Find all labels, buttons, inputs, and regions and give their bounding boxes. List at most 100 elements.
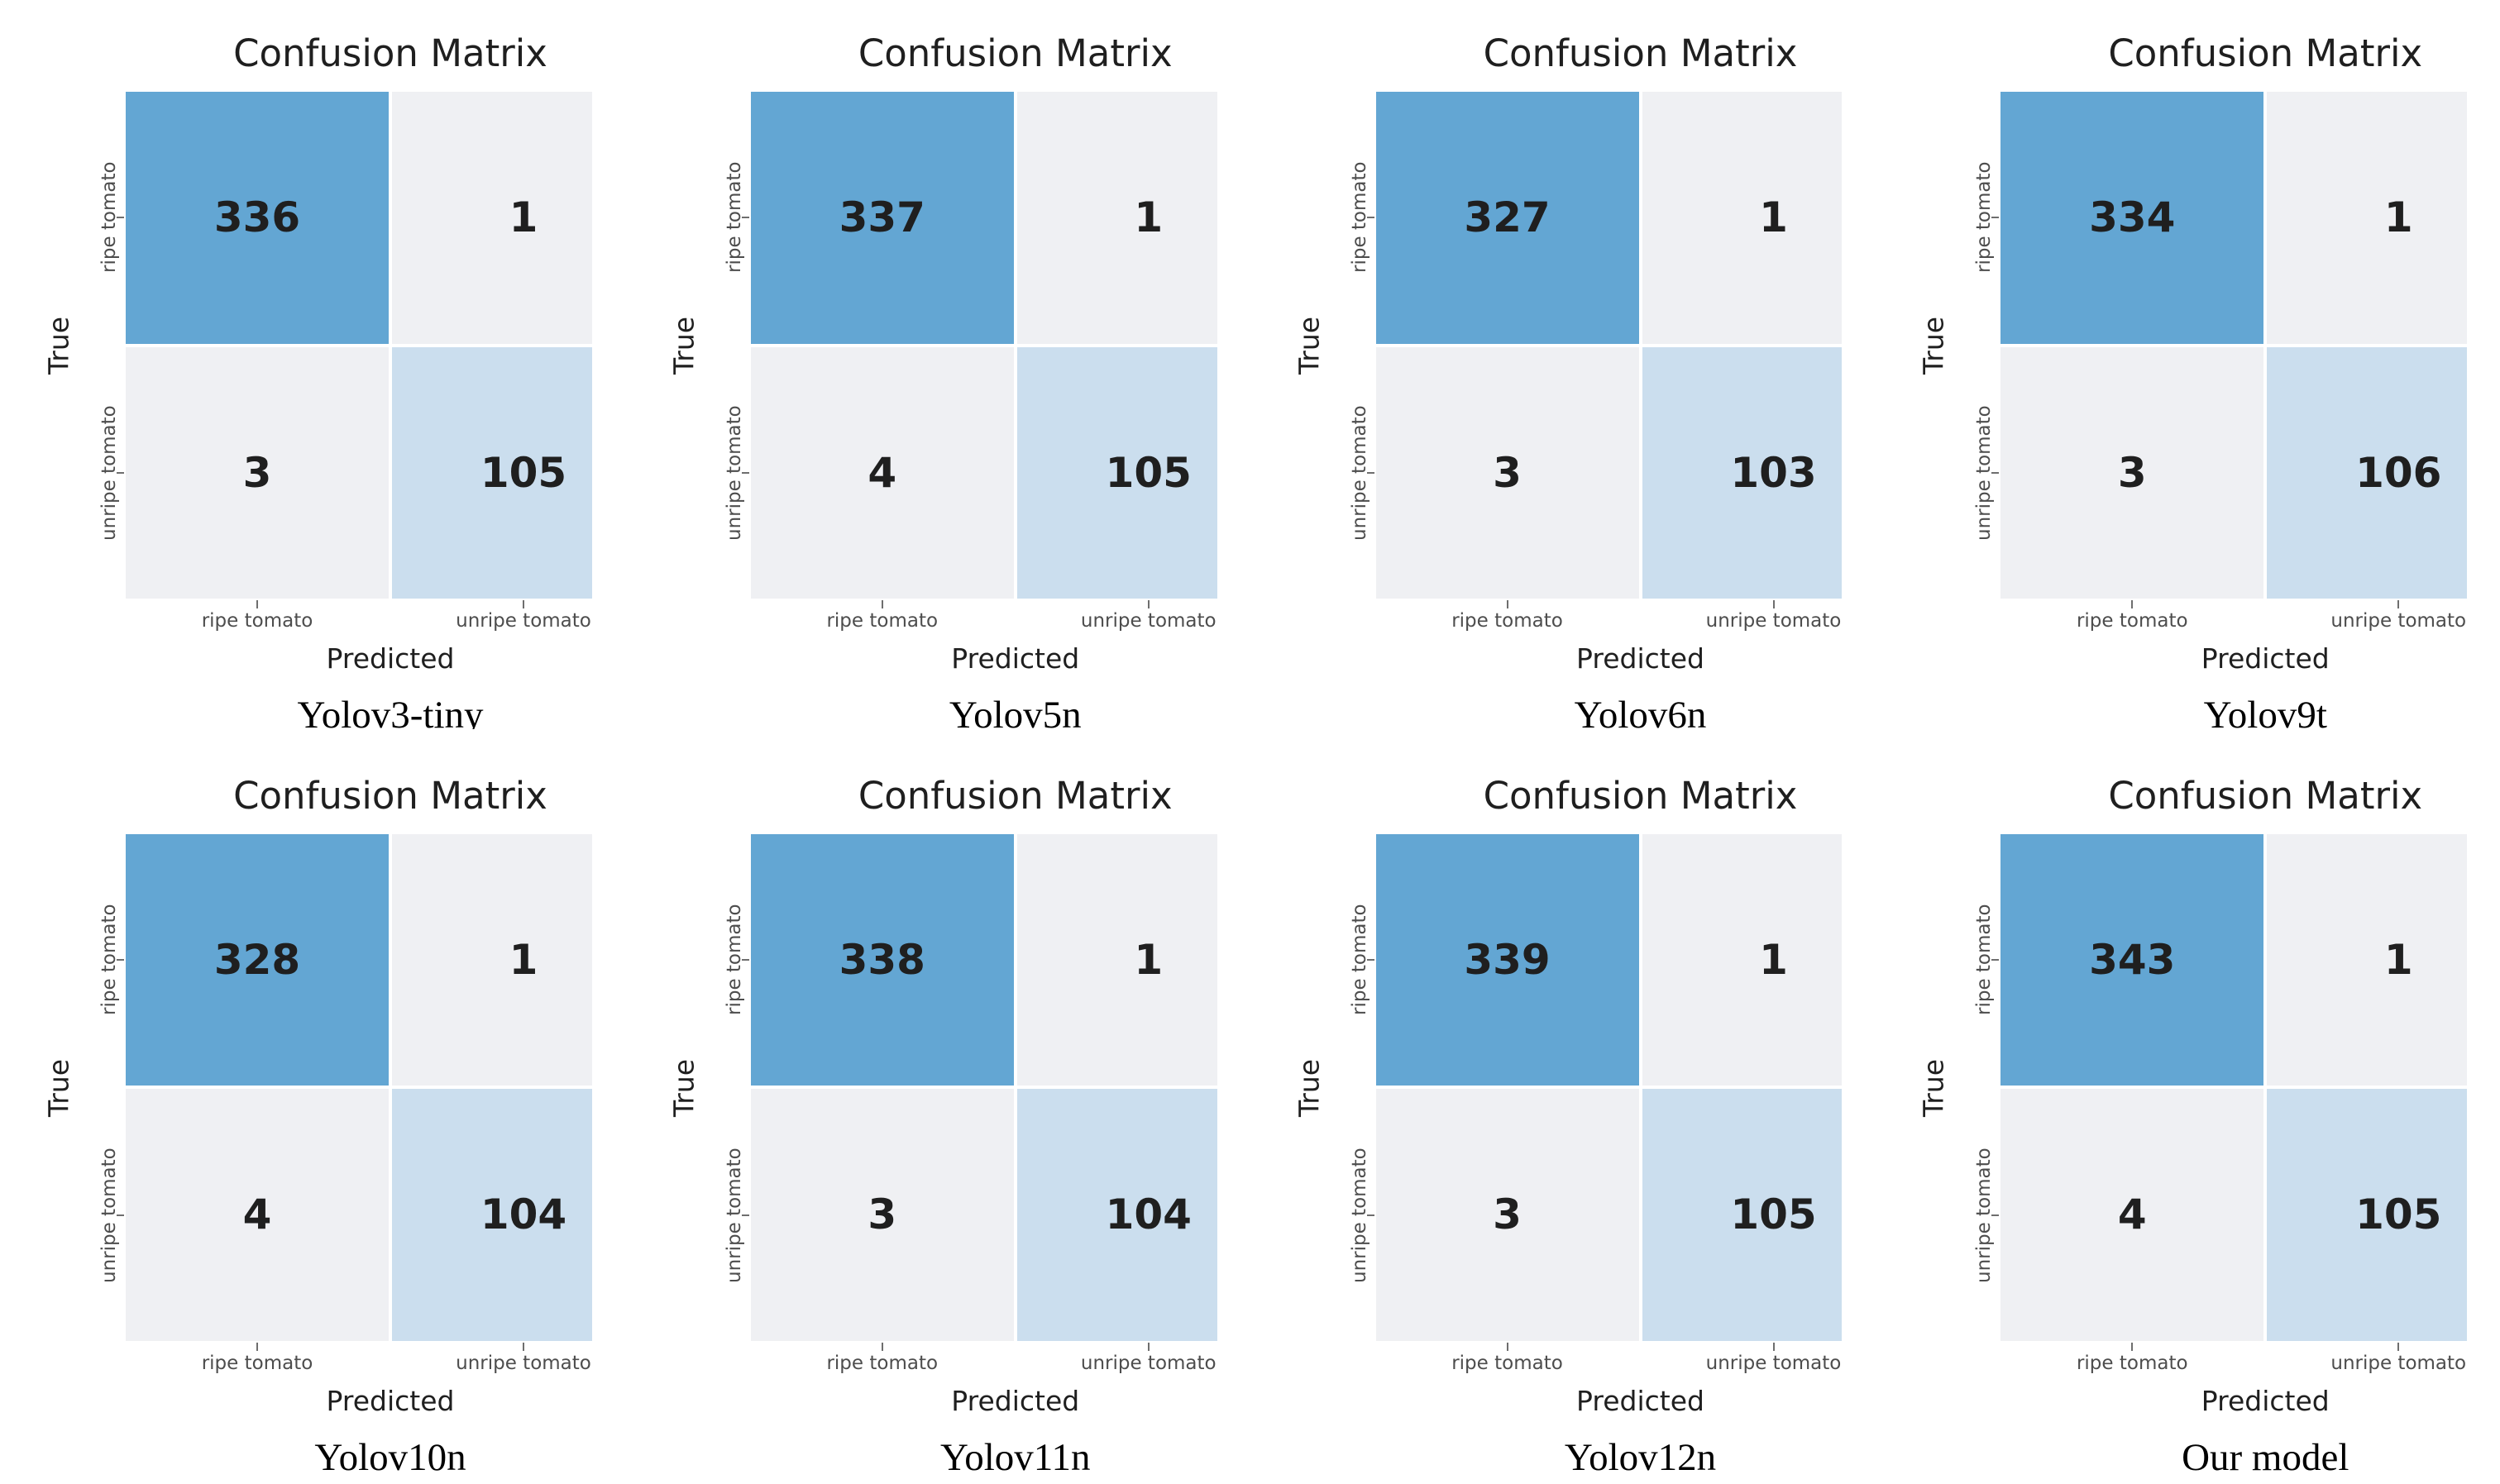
cell-true-ripe-pred-ripe: 343 xyxy=(2000,833,2264,1086)
x-tick-mark-right xyxy=(2397,1342,2400,1351)
cell-true-unripe-pred-ripe: 4 xyxy=(750,346,1014,599)
y-axis-label: True xyxy=(42,316,75,375)
x-tick-label-ripe-tomato: ripe tomato xyxy=(826,610,939,632)
cell-true-unripe-pred-unripe: 105 xyxy=(392,346,592,599)
chart-title: Confusion Matrix xyxy=(1483,31,1798,75)
confusion-matrix-panel-5: Confusion Matrix True ripe tomato unripe… xyxy=(33,756,592,1472)
y-tick-mark-bottom xyxy=(1991,472,2000,474)
x-tick-mark-right xyxy=(1147,600,1150,608)
cell-true-unripe-pred-ripe: 3 xyxy=(750,1089,1014,1341)
x-tick-mark-left xyxy=(256,1342,258,1351)
y-axis-label: True xyxy=(1917,1057,1950,1117)
cell-true-ripe-pred-unripe: 1 xyxy=(1016,92,1217,344)
x-tick-label-unripe-tomato: unripe tomato xyxy=(2330,610,2467,632)
cell-true-unripe-pred-ripe: 3 xyxy=(1375,1089,1639,1341)
confusion-matrix-panel-4: Confusion Matrix True ripe tomato unripe… xyxy=(1908,13,2467,729)
x-axis-label: Predicted xyxy=(326,1384,455,1417)
y-tick-mark-top xyxy=(741,217,749,218)
heatmap-grid: 343 1 4 105 xyxy=(2000,833,2467,1341)
cell-true-ripe-pred-ripe: 327 xyxy=(1375,92,1639,344)
x-tick-mark-right xyxy=(523,600,524,608)
x-axis-label: Predicted xyxy=(1576,1384,1704,1417)
y-axis-label: True xyxy=(1293,1057,1325,1117)
chart-title: Confusion Matrix xyxy=(233,773,547,818)
y-tick-mark-bottom xyxy=(1366,472,1374,474)
model-caption: Yolov9t xyxy=(2203,694,2327,729)
y-tick-mark-bottom xyxy=(1991,1214,2000,1216)
cell-true-ripe-pred-unripe: 1 xyxy=(392,833,592,1086)
model-caption: Yolov6n xyxy=(1574,694,1707,729)
heatmap-grid: 327 1 3 103 xyxy=(1375,92,1843,599)
y-tick-mark-top xyxy=(1366,217,1374,218)
y-tick-mark-bottom xyxy=(117,1214,124,1216)
model-caption: Yolov10n xyxy=(314,1435,466,1472)
x-tick-mark-left xyxy=(1506,1342,1508,1351)
heatmap-grid: 338 1 3 104 xyxy=(750,833,1217,1341)
cell-true-unripe-pred-unripe: 105 xyxy=(2267,1089,2467,1341)
x-tick-mark-left xyxy=(881,1342,883,1351)
x-axis-label: Predicted xyxy=(951,1384,1080,1417)
y-tick-mark-bottom xyxy=(741,472,749,474)
x-tick-mark-left xyxy=(2131,600,2134,608)
x-tick-label-unripe-tomato: unripe tomato xyxy=(1080,610,1217,632)
cell-true-unripe-pred-ripe: 3 xyxy=(1375,346,1639,599)
x-tick-label-ripe-tomato: ripe tomato xyxy=(2076,610,2188,632)
cell-true-ripe-pred-ripe: 339 xyxy=(1375,833,1639,1086)
cell-true-unripe-pred-unripe: 105 xyxy=(1016,346,1217,599)
cell-true-ripe-pred-ripe: 328 xyxy=(126,833,389,1086)
model-caption: Yolov3-tiny xyxy=(297,694,484,729)
cell-true-unripe-pred-unripe: 104 xyxy=(392,1089,592,1341)
cell-true-ripe-pred-ripe: 337 xyxy=(750,92,1014,344)
x-tick-mark-right xyxy=(2397,600,2400,608)
cell-true-ripe-pred-ripe: 334 xyxy=(2000,92,2264,344)
x-tick-label-unripe-tomato: unripe tomato xyxy=(456,610,591,632)
model-caption: Yolov12n xyxy=(1564,1435,1717,1472)
chart-title: Confusion Matrix xyxy=(1483,773,1798,818)
x-axis-label: Predicted xyxy=(951,642,1080,675)
x-axis-label: Predicted xyxy=(2201,642,2330,675)
cell-true-ripe-pred-unripe: 1 xyxy=(2267,92,2467,344)
y-tick-mark-top xyxy=(1991,958,2000,961)
confusion-matrix-panel-7: Confusion Matrix True ripe tomato unripe… xyxy=(1283,756,1843,1472)
confusion-matrix-panel-3: Confusion Matrix True ripe tomato unripe… xyxy=(1283,13,1843,729)
cell-true-unripe-pred-ripe: 4 xyxy=(2000,1089,2264,1341)
x-tick-label-ripe-tomato: ripe tomato xyxy=(1451,610,1563,632)
confusion-matrix-panel-6: Confusion Matrix True ripe tomato unripe… xyxy=(658,756,1217,1471)
x-tick-label-unripe-tomato: unripe tomato xyxy=(1080,1352,1217,1374)
x-tick-mark-right xyxy=(1147,1342,1150,1351)
cell-true-ripe-pred-unripe: 1 xyxy=(1016,833,1217,1086)
cell-true-unripe-pred-ripe: 3 xyxy=(2000,346,2264,599)
y-tick-mark-top xyxy=(1991,217,2000,218)
x-tick-label-unripe-tomato: unripe tomato xyxy=(456,1352,591,1374)
heatmap-grid: 334 1 3 106 xyxy=(2000,92,2467,599)
cell-true-unripe-pred-unripe: 106 xyxy=(2267,346,2467,599)
x-tick-mark-left xyxy=(1506,600,1508,608)
y-axis-label: True xyxy=(667,1057,700,1117)
x-tick-mark-right xyxy=(523,1342,524,1351)
x-tick-label-ripe-tomato: ripe tomato xyxy=(201,610,313,632)
model-caption: Yolov5n xyxy=(949,694,1082,729)
x-tick-mark-left xyxy=(2131,1342,2134,1351)
x-tick-mark-right xyxy=(1772,1342,1775,1351)
heatmap-grid: 336 1 3 105 xyxy=(126,92,592,599)
cell-true-ripe-pred-unripe: 1 xyxy=(1642,92,1843,344)
cell-true-ripe-pred-unripe: 1 xyxy=(2267,833,2467,1086)
y-tick-mark-bottom xyxy=(117,472,124,474)
confusion-matrix-panel-2: Confusion Matrix True ripe tomato unripe… xyxy=(658,13,1217,729)
cell-true-ripe-pred-ripe: 338 xyxy=(750,833,1014,1086)
chart-title: Confusion Matrix xyxy=(858,31,1173,75)
y-tick-mark-top xyxy=(1366,958,1374,961)
model-caption: Our model xyxy=(2182,1435,2349,1472)
y-tick-mark-top xyxy=(117,217,124,218)
y-tick-mark-bottom xyxy=(741,1214,749,1216)
confusion-matrix-panel-1: Confusion Matrix True ripe tomato unripe… xyxy=(33,13,592,729)
y-axis-label: True xyxy=(42,1057,75,1117)
cell-true-ripe-pred-unripe: 1 xyxy=(1642,833,1843,1086)
heatmap-grid: 339 1 3 105 xyxy=(1375,833,1843,1341)
cell-true-unripe-pred-ripe: 3 xyxy=(126,346,389,599)
x-axis-label: Predicted xyxy=(2201,1384,2330,1417)
cell-true-unripe-pred-unripe: 103 xyxy=(1642,346,1843,599)
cell-true-ripe-pred-unripe: 1 xyxy=(392,92,592,344)
x-axis-label: Predicted xyxy=(1576,642,1704,675)
x-tick-label-unripe-tomato: unripe tomato xyxy=(2330,1352,2467,1374)
